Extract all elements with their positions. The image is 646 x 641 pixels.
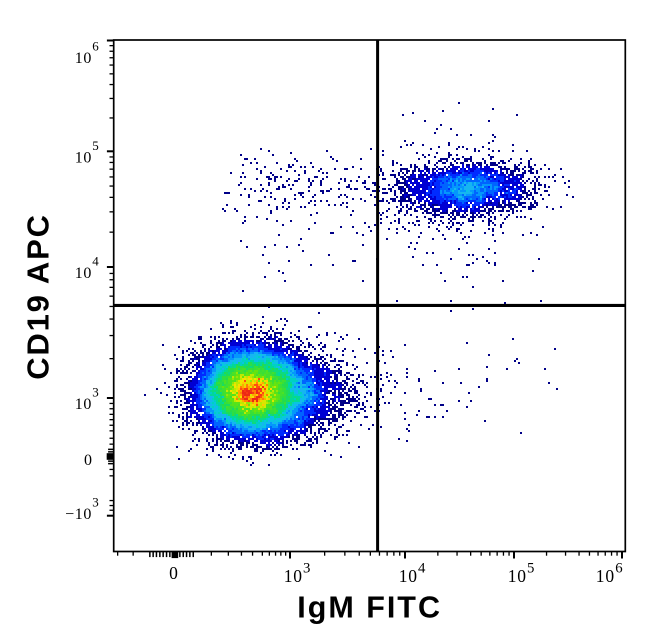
svg-text:5: 5 [92,138,99,153]
svg-text:6: 6 [615,561,622,577]
svg-text:10: 10 [75,149,92,166]
svg-text:10: 10 [75,265,92,282]
svg-text:−10: −10 [65,506,92,523]
svg-text:3: 3 [92,385,99,400]
svg-text:10: 10 [284,566,303,586]
svg-text:10: 10 [75,396,92,413]
svg-text:10: 10 [399,566,418,586]
svg-text:0: 0 [169,563,178,583]
svg-text:3: 3 [92,494,99,509]
svg-text:10: 10 [596,566,615,586]
svg-text:CD19 APC: CD19 APC [20,213,55,380]
svg-text:0: 0 [84,452,92,469]
svg-text:6: 6 [92,39,99,54]
svg-text:4: 4 [92,254,99,269]
svg-text:10: 10 [508,566,527,586]
svg-text:3: 3 [303,561,310,577]
svg-text:5: 5 [527,561,534,577]
svg-text:10: 10 [75,50,92,67]
svg-text:IgM FITC: IgM FITC [297,591,442,625]
svg-text:4: 4 [418,561,426,577]
